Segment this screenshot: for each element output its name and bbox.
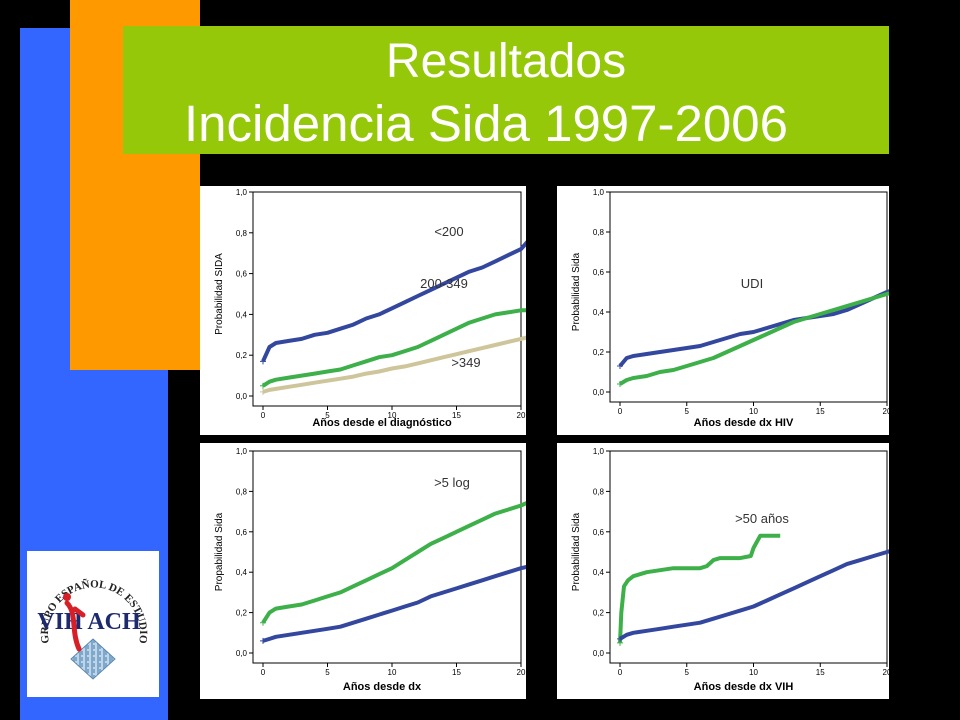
y-axis-label: Probabilidad Sida [571, 512, 582, 591]
y-axis-label: Probabilidad Sida [571, 252, 582, 331]
start-marker [617, 635, 623, 642]
y-axis-label: Propabilidad Sida [214, 512, 225, 591]
group-annotation: 200-349 [420, 276, 468, 291]
y-tick-label: 0,8 [236, 487, 248, 496]
gesida-logo-icon: GRUPO ESPAÑOL DE ESTUDIOS VIH/ACH VIH AC… [23, 542, 149, 680]
series-line-1 [618, 549, 889, 641]
title-band: Resultados Incidencia Sida 1997-2006 [123, 26, 889, 154]
series-line-1 [618, 291, 889, 386]
y-tick-label: 1,0 [593, 188, 605, 197]
chart-panel-udi: 0,0 0,2 0,4 0,6 0,8 1,0 0 5 10 15 20 Años desde dx … [557, 186, 889, 435]
logo-box: GRUPO ESPAÑOL DE ESTUDIOS VIH/ACH VIH AC… [23, 542, 159, 697]
series-line-0 [618, 533, 781, 643]
start-marker [617, 381, 623, 387]
survival-chart-0: 0,0 0,2 0,4 0,6 0,8 1,0 0 5 10 15 20 Años desde el … [214, 188, 526, 429]
y-tick-label: 0,6 [236, 270, 248, 279]
y-tick-label: 1,0 [236, 188, 248, 197]
series-line-1 [262, 564, 526, 643]
y-tick-label: 0,0 [236, 649, 248, 658]
x-tick-label: 20 [883, 668, 889, 677]
y-tick-label: 1,0 [236, 447, 248, 456]
plot-frame [252, 191, 522, 407]
plot-frame [609, 191, 888, 403]
x-tick-label: 15 [452, 668, 461, 677]
y-tick-label: 0,8 [593, 487, 605, 496]
chart-panel-viral-load: 0,0 0,2 0,4 0,6 0,8 1,0 0 5 10 15 20 Años desde dx P… [200, 443, 526, 699]
group-annotation: >5 log [434, 475, 470, 490]
x-axis-label: Años desde dx [343, 681, 422, 693]
x-tick-label: 10 [749, 407, 758, 416]
logo-mark-text: VIH ACH [37, 609, 141, 635]
x-tick-label: 20 [883, 407, 889, 416]
y-tick-label: 0,6 [593, 528, 605, 537]
x-tick-label: 0 [261, 668, 266, 677]
x-tick-label: 5 [685, 407, 690, 416]
y-tick-label: 0,2 [236, 609, 248, 618]
group-annotation: UDI [741, 276, 763, 291]
x-tick-label: 0 [261, 411, 266, 420]
y-tick-label: 0,4 [236, 568, 248, 577]
series-line-0 [261, 501, 526, 624]
y-tick-label: 0,8 [593, 228, 605, 237]
y-tick-label: 0,2 [593, 348, 605, 357]
y-tick-label: 0,6 [593, 268, 605, 277]
y-tick-label: 0,8 [236, 229, 248, 238]
x-axis-label: Años desde el diagnóstico [312, 417, 452, 429]
series-line-1 [261, 308, 526, 388]
y-axis-label: Probabilidad SIDA [214, 253, 225, 335]
chart-panel-cd4: 0,0 0,2 0,4 0,6 0,8 1,0 0 5 10 15 20 Años desde el … [200, 186, 526, 435]
start-marker [260, 619, 266, 626]
slide-title-line1: Resultados [385, 35, 627, 88]
x-axis-label: Años desde dx HIV [694, 417, 794, 429]
y-tick-label: 0,0 [236, 392, 248, 401]
x-tick-label: 5 [325, 411, 330, 420]
series-line-0 [261, 240, 526, 363]
x-tick-label: 10 [749, 668, 758, 677]
x-tick-label: 20 [517, 411, 526, 420]
group-annotation: >349 [451, 355, 480, 370]
slide-title-line2: Incidencia Sida 1997-2006 [184, 95, 788, 152]
x-tick-label: 15 [452, 411, 461, 420]
x-tick-label: 10 [388, 411, 397, 420]
x-axis-label: Años desde dx VIH [694, 681, 794, 693]
x-tick-label: 5 [325, 668, 330, 677]
x-tick-label: 20 [517, 668, 526, 677]
plot-frame [609, 450, 888, 664]
x-tick-label: 10 [388, 668, 397, 677]
y-tick-label: 0,0 [593, 388, 605, 397]
start-marker [260, 358, 266, 365]
x-tick-label: 15 [816, 668, 825, 677]
survival-chart-3: 0,0 0,2 0,4 0,6 0,8 1,0 0 5 10 15 20 Años desde dx … [571, 447, 889, 693]
start-marker [260, 637, 266, 644]
y-tick-label: 0,2 [236, 351, 248, 360]
x-tick-label: 0 [618, 668, 623, 677]
group-annotation: >50 años [735, 511, 789, 526]
y-tick-label: 0,0 [593, 649, 605, 658]
y-tick-label: 1,0 [593, 447, 605, 456]
series-line-2 [262, 335, 526, 394]
y-tick-label: 0,4 [593, 308, 605, 317]
series-line-0 [618, 289, 889, 368]
survival-chart-1: 0,0 0,2 0,4 0,6 0,8 1,0 0 5 10 15 20 Años desde dx … [571, 188, 889, 429]
start-marker [260, 388, 266, 395]
y-tick-label: 0,2 [593, 609, 605, 618]
start-marker [617, 363, 623, 369]
chart-panel-age: 0,0 0,2 0,4 0,6 0,8 1,0 0 5 10 15 20 Años desde dx … [557, 443, 889, 699]
start-marker [260, 382, 266, 389]
survival-chart-2: 0,0 0,2 0,4 0,6 0,8 1,0 0 5 10 15 20 Años desde dx P… [214, 447, 526, 693]
x-tick-label: 5 [685, 668, 690, 677]
x-tick-label: 15 [816, 407, 825, 416]
y-tick-label: 0,4 [593, 568, 605, 577]
group-annotation: <200 [434, 224, 463, 239]
plot-frame [252, 450, 522, 664]
x-tick-label: 0 [618, 407, 623, 416]
y-tick-label: 0,6 [236, 528, 248, 537]
y-tick-label: 0,4 [236, 310, 248, 319]
